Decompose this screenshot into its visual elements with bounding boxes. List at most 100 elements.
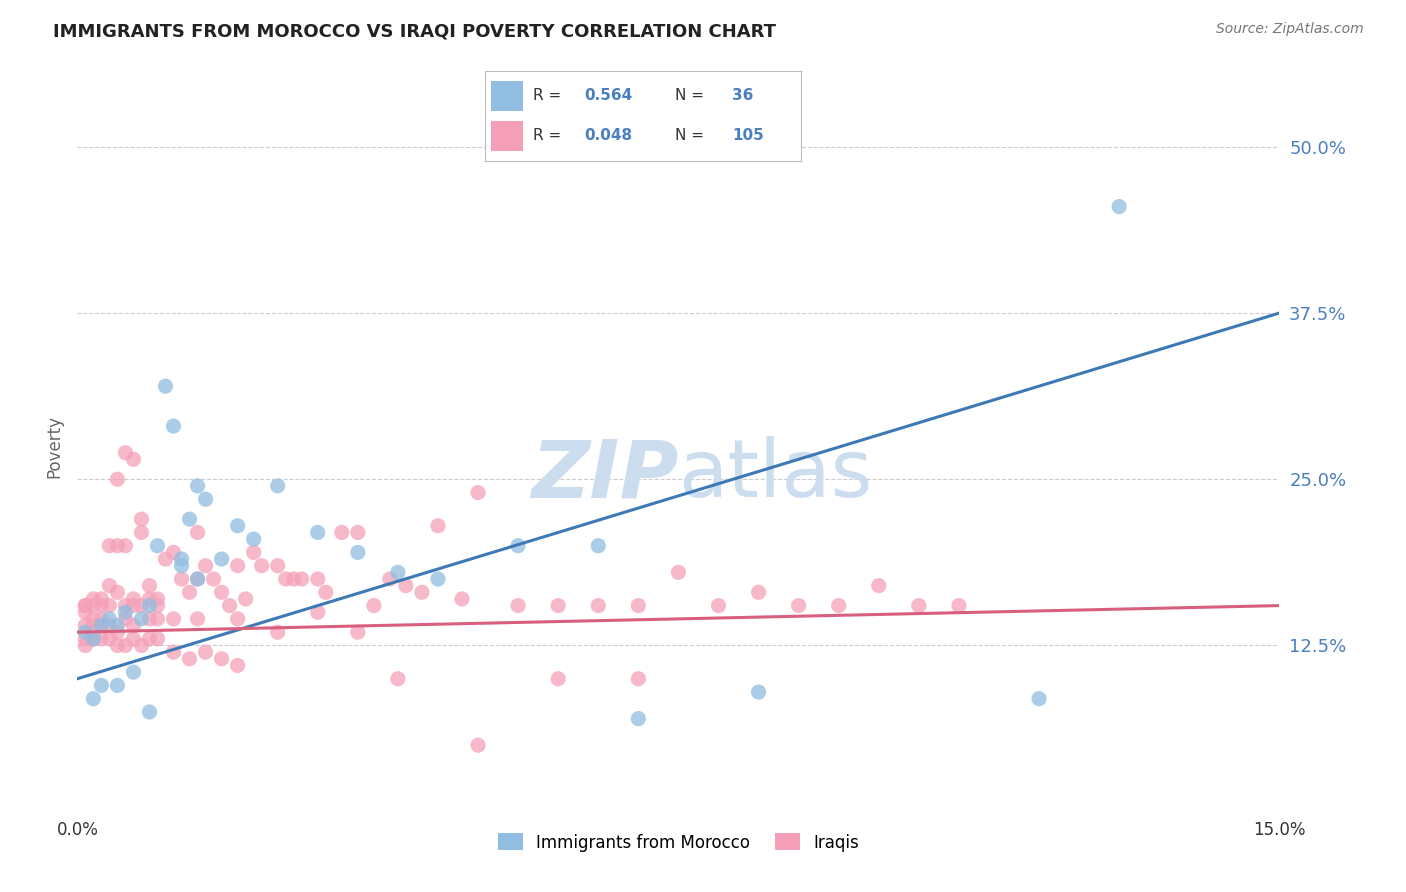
Point [451, 591, 474, 606]
Point [98, 579, 121, 593]
Point [107, 639, 129, 653]
Point [347, 525, 370, 540]
Point [868, 579, 890, 593]
Point [787, 599, 810, 613]
Point [1028, 691, 1050, 706]
Point [155, 552, 177, 566]
Point [131, 612, 153, 626]
Point [948, 599, 970, 613]
Point [170, 572, 193, 586]
Point [82, 691, 104, 706]
Point [75, 605, 97, 619]
Point [90, 599, 112, 613]
Point [107, 618, 129, 632]
Point [363, 599, 385, 613]
Point [547, 672, 569, 686]
Text: IMMIGRANTS FROM MOROCCO VS IRAQI POVERTY CORRELATION CHART: IMMIGRANTS FROM MOROCCO VS IRAQI POVERTY… [53, 22, 776, 40]
Point [307, 525, 329, 540]
Text: R =: R = [533, 128, 565, 143]
Point [1108, 200, 1130, 214]
Point [82, 625, 104, 640]
Point [235, 591, 257, 606]
Point [98, 618, 121, 632]
Point [82, 632, 104, 646]
Point [146, 591, 169, 606]
Point [242, 545, 264, 559]
Point [226, 658, 249, 673]
Point [347, 625, 370, 640]
Point [131, 525, 153, 540]
Point [122, 632, 145, 646]
Point [98, 599, 121, 613]
Point [218, 599, 240, 613]
Text: Source: ZipAtlas.com: Source: ZipAtlas.com [1216, 22, 1364, 37]
Point [107, 585, 129, 599]
Point [330, 525, 353, 540]
Point [75, 632, 97, 646]
Point [291, 572, 314, 586]
Point [387, 672, 409, 686]
Point [122, 618, 145, 632]
Point [131, 639, 153, 653]
Point [75, 625, 97, 640]
Point [307, 605, 329, 619]
Point [267, 479, 290, 493]
Legend: Immigrants from Morocco, Iraqis: Immigrants from Morocco, Iraqis [491, 827, 866, 858]
Y-axis label: Poverty: Poverty [45, 415, 63, 477]
Bar [492, 121, 523, 151]
Point [122, 452, 145, 467]
Point [748, 685, 770, 699]
Point [627, 599, 650, 613]
Point [98, 612, 121, 626]
Point [707, 599, 730, 613]
Point [75, 618, 97, 632]
Point [315, 585, 337, 599]
Point [82, 632, 104, 646]
Text: atlas: atlas [679, 436, 873, 515]
Point [131, 599, 153, 613]
Point [170, 558, 193, 573]
Point [138, 705, 160, 719]
Point [82, 612, 104, 626]
Point [395, 579, 418, 593]
Point [211, 652, 233, 666]
Point [627, 672, 650, 686]
Point [75, 639, 97, 653]
Text: 0.048: 0.048 [585, 128, 633, 143]
Text: 105: 105 [731, 128, 763, 143]
Point [748, 585, 770, 599]
Point [107, 472, 129, 486]
Point [138, 591, 160, 606]
Point [162, 612, 184, 626]
Point [283, 572, 305, 586]
Point [90, 591, 112, 606]
Point [90, 632, 112, 646]
Point [98, 539, 121, 553]
Point [186, 572, 209, 586]
Point [186, 572, 209, 586]
Point [90, 678, 112, 692]
Point [427, 518, 450, 533]
Bar [492, 81, 523, 111]
Point [427, 572, 450, 586]
Point [387, 566, 409, 580]
Point [114, 445, 136, 459]
Point [122, 591, 145, 606]
Point [508, 539, 530, 553]
Point [202, 572, 225, 586]
Text: N =: N = [675, 88, 709, 103]
Point [467, 738, 489, 752]
Point [75, 599, 97, 613]
Point [347, 545, 370, 559]
Point [186, 612, 209, 626]
Point [828, 599, 851, 613]
Point [274, 572, 297, 586]
Text: 36: 36 [731, 88, 754, 103]
Point [267, 625, 290, 640]
Point [146, 612, 169, 626]
Point [194, 558, 217, 573]
Point [170, 552, 193, 566]
Point [90, 618, 112, 632]
Point [668, 566, 690, 580]
Point [90, 612, 112, 626]
